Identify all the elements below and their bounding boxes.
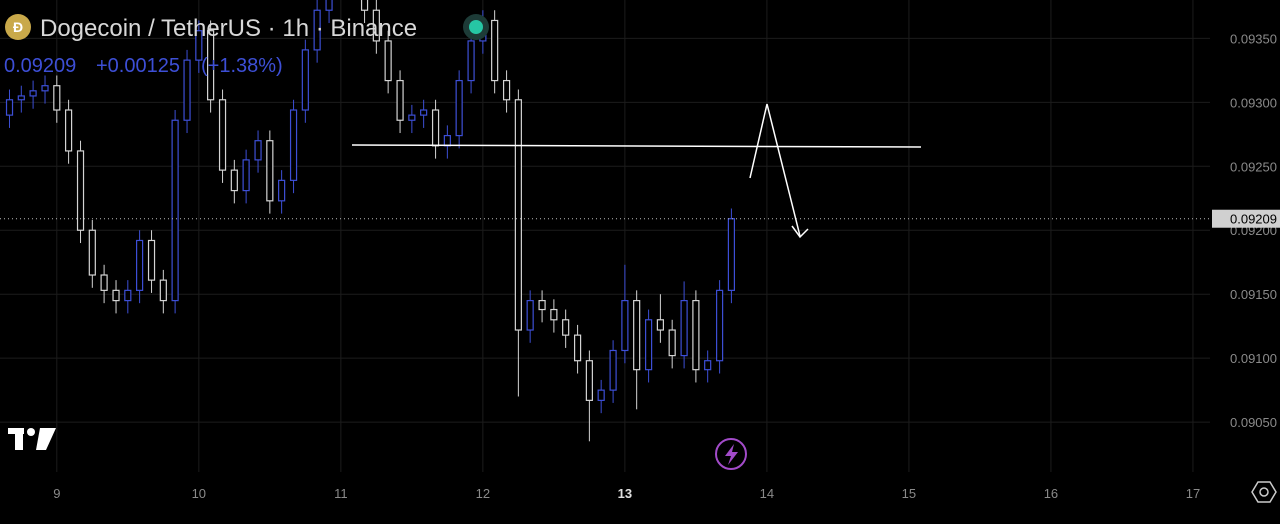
candle-body (562, 319, 570, 336)
candle-body (5, 99, 14, 116)
candle-body (573, 334, 582, 362)
candle-body (491, 19, 499, 82)
candle-body (384, 40, 392, 82)
candle-body (242, 159, 250, 192)
x-tick-label: 17 (1186, 486, 1200, 501)
candle-body (360, 0, 369, 11)
candle-body (76, 150, 85, 231)
candle-body (278, 179, 286, 202)
candle-body (656, 319, 664, 331)
candle-body (289, 109, 298, 181)
candle-body (41, 85, 49, 92)
candle-body (207, 30, 215, 101)
last-price: 0.09209 (4, 55, 76, 77)
price-change-percent: (+1.38%) (201, 55, 283, 77)
candle-body (100, 274, 108, 291)
candle-body (704, 360, 712, 371)
candle-body (183, 59, 191, 121)
candle-body (112, 289, 120, 302)
candle-body (538, 299, 546, 311)
status-dot (469, 20, 483, 34)
candle-body (455, 79, 463, 137)
candle-body (431, 109, 440, 147)
candle-body (88, 229, 96, 276)
candle-body (266, 140, 274, 202)
x-tick-label: 10 (192, 486, 206, 501)
candles (5, 0, 735, 442)
candle-body (680, 299, 688, 357)
candle-body (313, 9, 321, 51)
candle-body (396, 79, 404, 121)
x-tick-label: 9 (53, 486, 60, 501)
candle-body (467, 40, 475, 82)
candle-body (502, 79, 511, 101)
settings-button[interactable] (1251, 481, 1277, 503)
price-change: +0.00125 (96, 55, 180, 77)
x-tick-label: 15 (902, 486, 916, 501)
candle-body (408, 114, 416, 121)
candle-body (64, 109, 73, 152)
chart-title: Dogecoin / TetherUS · 1h · Binance (40, 15, 417, 42)
candle-body (147, 239, 156, 281)
candle-body (254, 140, 262, 161)
candle-body (171, 119, 179, 302)
candle-body (597, 389, 605, 401)
candle-body (550, 308, 558, 321)
candle-body (692, 299, 700, 371)
candle-body (136, 239, 144, 291)
candle-body (372, 9, 380, 42)
candle-body (621, 299, 629, 352)
candle-body (633, 299, 641, 371)
candle-body (514, 99, 522, 331)
x-tick-label: 12 (476, 486, 490, 501)
candle-body (443, 134, 451, 147)
last-price-tag-label: 0.09209 (1230, 212, 1277, 227)
grid (0, 0, 1210, 472)
y-tick-label: 0.09150 (1230, 287, 1277, 302)
candle-body (17, 95, 25, 101)
coin-icon (5, 14, 31, 40)
candle-body (301, 49, 309, 111)
arrow-head (791, 225, 809, 239)
candle-body (609, 349, 617, 391)
tv-logo (8, 428, 56, 450)
axes: 0.090500.091000.091500.092000.092500.093… (0, 31, 1280, 501)
y-tick-label: 0.09100 (1230, 351, 1277, 366)
candle-body (668, 329, 676, 357)
y-tick-label: 0.09250 (1230, 159, 1277, 174)
coin-icon-glyph: Ð (13, 19, 23, 35)
candle-body (159, 279, 167, 302)
candle-body (325, 0, 333, 11)
candle-body (727, 218, 735, 291)
lightning-button[interactable] (715, 438, 747, 470)
horizontal-level-line (351, 144, 922, 148)
candle-body (124, 289, 132, 302)
candle-body (716, 289, 724, 362)
candle-body (644, 319, 653, 371)
candle-body (53, 85, 61, 111)
candle-body (195, 30, 203, 61)
x-tick-label: 11 (334, 486, 348, 501)
y-tick-label: 0.09300 (1230, 95, 1277, 110)
candle-body (526, 299, 534, 331)
x-tick-label: 13 (618, 486, 632, 501)
candle-body (29, 90, 37, 97)
candle-body (420, 109, 428, 116)
last-price-tag (1212, 209, 1280, 228)
y-tick-label: 0.09050 (1230, 415, 1277, 430)
x-tick-label: 16 (1044, 486, 1058, 501)
y-tick-label: 0.09350 (1230, 31, 1277, 46)
candle-body (218, 99, 227, 171)
projection-arrow (749, 103, 801, 237)
x-tick-label: 14 (760, 486, 774, 501)
candle-body (230, 169, 238, 192)
candle-body (585, 360, 593, 401)
